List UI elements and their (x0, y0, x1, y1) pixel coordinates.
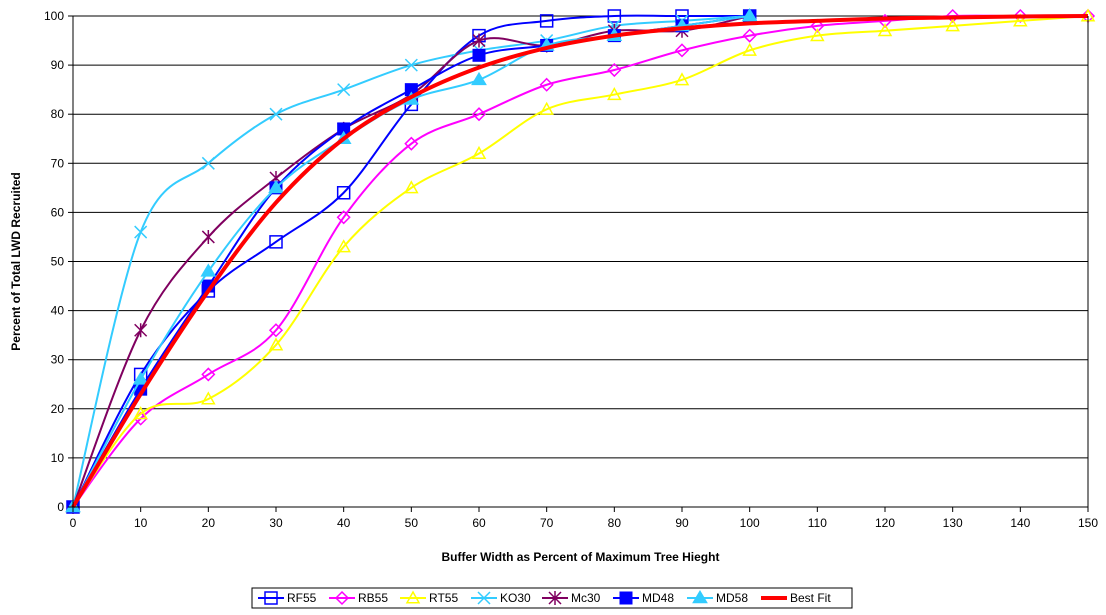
x-tick-label: 120 (875, 516, 895, 530)
x-tick-label: 40 (337, 516, 351, 530)
x-tick-label: 70 (540, 516, 554, 530)
legend-label-rf55: RF55 (287, 591, 317, 605)
y-tick-label: 80 (51, 107, 65, 121)
legend-item-mc30: Mc30 (542, 591, 601, 605)
x-tick-label: 10 (134, 516, 148, 530)
y-tick-label: 10 (51, 451, 65, 465)
legend-marker-md48 (620, 592, 632, 604)
x-tick-label: 130 (943, 516, 963, 530)
data-point-md48 (473, 49, 485, 61)
legend-label-rt55: RT55 (429, 591, 458, 605)
y-tick-label: 100 (44, 9, 64, 23)
x-tick-label: 50 (405, 516, 419, 530)
x-tick-label: 100 (740, 516, 760, 530)
x-tick-label: 20 (202, 516, 216, 530)
y-tick-label: 20 (51, 402, 65, 416)
legend-label-mc30: Mc30 (571, 591, 601, 605)
y-tick-label: 0 (57, 500, 64, 514)
legend-label-ko30: KO30 (500, 591, 531, 605)
y-axis-title: Percent of Total LWD Recruited (9, 172, 23, 350)
legend-item-md48: MD48 (613, 591, 674, 605)
legend-label-md48: MD48 (642, 591, 674, 605)
x-tick-label: 150 (1078, 516, 1098, 530)
y-tick-label: 70 (51, 156, 65, 170)
legend-label-best-fit: Best Fit (790, 591, 831, 605)
x-tick-label: 90 (675, 516, 689, 530)
y-tick-label: 50 (51, 255, 65, 269)
x-tick-label: 60 (472, 516, 486, 530)
y-tick-label: 60 (51, 205, 65, 219)
x-tick-label: 30 (269, 516, 283, 530)
legend-item-ko30: KO30 (471, 591, 531, 605)
legend-label-rb55: RB55 (358, 591, 388, 605)
y-tick-label: 40 (51, 304, 65, 318)
legend-label-md58: MD58 (716, 591, 748, 605)
y-tick-label: 90 (51, 58, 65, 72)
legend: RF55 RB55 RT55 KO30 Mc30 MD48 MD58 Best Fit (252, 588, 852, 608)
x-axis-title: Buffer Width as Percent of Maximum Tree … (442, 550, 720, 564)
x-tick-label: 80 (608, 516, 622, 530)
y-tick-label: 30 (51, 353, 65, 367)
x-tick-label: 0 (70, 516, 77, 530)
x-tick-label: 140 (1010, 516, 1030, 530)
x-tick-label: 110 (808, 516, 827, 530)
